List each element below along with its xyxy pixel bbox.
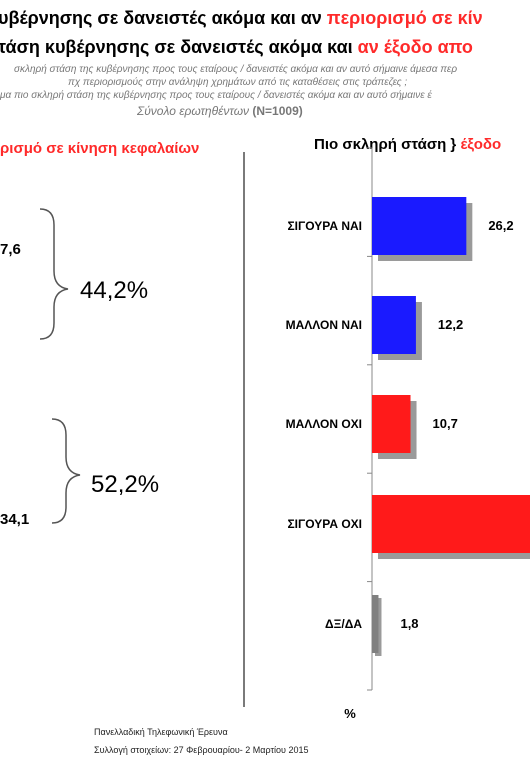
- bar: [372, 595, 379, 653]
- category-label: ΜΑΛΛΟΝ ΟΧΙ: [286, 417, 362, 431]
- sum-no-percentage: 52,2%: [91, 471, 160, 498]
- header-line-2-text: τάση κυβέρνησης σε δανειστές ακόμα και: [0, 37, 353, 57]
- bar: [372, 395, 411, 453]
- curly-brace-top-icon: [39, 208, 69, 340]
- sample-size: Σύνολο ερωτηθέντων (N=1009): [137, 104, 303, 118]
- footer-line-1: Πανελλαδική Τηλεφωνική Έρευνα: [94, 727, 228, 737]
- x-axis-unit-label: %: [344, 706, 356, 721]
- subtitle-1: σκληρή στάση της κυβέρνησης προς τους ετ…: [14, 64, 458, 75]
- sample-n: (N=1009): [252, 104, 303, 118]
- header-line-2: τάση κυβέρνησης σε δανειστές ακόμα και α…: [0, 37, 473, 58]
- left-panel-title: ρισμό σε κίνηση κεφαλαίων: [0, 140, 200, 157]
- data-label: 10,7: [433, 416, 458, 431]
- left-value-top: 7,6: [0, 241, 21, 258]
- header-line-1: υβέρνησης σε δανειστές ακόμα και αν περι…: [0, 8, 483, 29]
- brace-icons: [39, 208, 81, 524]
- category-label: ΜΑΛΛΟΝ ΝΑΙ: [286, 318, 362, 332]
- sum-yes-percentage: 44,2%: [80, 277, 149, 304]
- footer-line-2: Συλλογή στοιχείων: 27 Φεβρουαρίου- 2 Μαρ…: [94, 745, 309, 755]
- category-label: ΣΙΓΟΥΡΑ ΟΧΙ: [287, 517, 362, 531]
- bar: [372, 495, 530, 553]
- data-label: 12,2: [438, 317, 463, 332]
- subtitle-3: μα πιο σκληρή στάση της κυβέρνησης προς …: [0, 90, 432, 101]
- sample-label: Σύνολο ερωτηθέντων: [137, 104, 250, 118]
- right-panel-title-text: Πιο σκληρή στάση }: [314, 136, 457, 153]
- panel-divider: [243, 152, 245, 707]
- category-label: ΔΞ/ΔΑ: [325, 617, 362, 631]
- data-label: 26,2: [488, 218, 513, 233]
- header-line-2-highlight: αν έξοδο απο: [357, 37, 473, 57]
- header-line-1-text: υβέρνησης σε δανειστές ακόμα και αν: [0, 8, 322, 28]
- right-panel-title: Πιο σκληρή στάση } έξοδο: [314, 136, 501, 153]
- header-line-1-highlight: περιορισμό σε κίν: [326, 8, 483, 28]
- subtitle-2: πχ περιορισμούς στην ανάληψη χρημάτων απ…: [68, 77, 408, 88]
- bar: [372, 197, 467, 255]
- curly-brace-bottom-icon: [51, 418, 81, 524]
- left-value-bottom: 34,1: [0, 511, 30, 528]
- bar: [372, 296, 416, 354]
- data-label: 1,8: [400, 616, 418, 631]
- category-label: ΣΙΓΟΥΡΑ ΝΑΙ: [287, 219, 362, 233]
- right-panel-title-highlight: έξοδο: [460, 136, 502, 153]
